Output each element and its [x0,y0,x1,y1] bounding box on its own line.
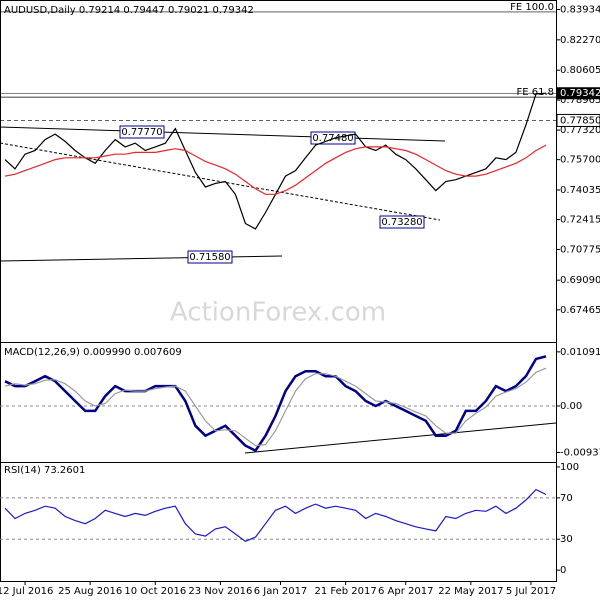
y-tick-label: 0.75700 [560,155,600,166]
annotation: 0.77770 [121,127,162,138]
y-tick-label: 0.78965 [560,95,600,106]
level-label: FE 100.0 [510,2,554,13]
level-label: FE 61.8 [516,87,554,98]
annotation-box [379,215,425,229]
y-tick-label: 0.80605 [560,65,600,76]
chart-title: AUDUSD,Daily 0.79214 0.79447 0.79021 0.7… [4,5,254,16]
x-tick-label: 5 Jul 2017 [506,586,556,597]
annotation: 0.73280 [381,217,422,228]
x-tick-label: 22 May 2017 [438,586,503,597]
x-tick-label: 6 Apr 2017 [378,586,433,597]
frame [0,0,557,582]
series-line [4,488,547,542]
price-label: 0.79342 [560,88,600,99]
y-tick-label: 30 [560,534,573,545]
annotation-box [119,125,165,139]
y-tick-label: 0.69090 [560,275,600,286]
annotation: 0.71580 [189,252,230,263]
series-line [4,144,547,195]
price-label: 0.77850 [560,115,600,126]
annotation-box [187,250,233,264]
trend-line [244,422,557,454]
watermark: ActionForex.com [170,298,386,328]
x-tick-label: 25 Aug 2016 [58,586,122,597]
y-tick-label: 0.77320 [560,125,600,136]
x-tick-label: 23 Nov 2016 [188,586,252,597]
trend-line [0,255,283,262]
x-tick-label: 6 Jan 2017 [254,586,308,597]
y-tick-label: 0.70775 [560,244,600,255]
y-tick-label: 0.82270 [560,35,600,46]
y-tick-label: 0.67465 [560,305,600,316]
trend-line [0,126,446,142]
y-tick-label: -0.009376 [560,447,600,458]
trend-line [0,142,441,221]
series-line [4,355,547,453]
y-tick-label: 0.72415 [560,215,600,226]
y-tick-label: 0.83934 [560,4,600,15]
annotation-box [310,131,356,145]
y-tick-label: 0 [560,565,566,576]
y-tick-label: 100 [560,462,579,473]
y-tick-label: 70 [560,493,573,504]
y-tick-label: 0.00 [560,401,582,412]
y-tick-label: 0.74035 [560,185,600,196]
x-tick-label: 10 Oct 2016 [124,586,186,597]
y-tick-label: 0.010912 [560,347,600,358]
panel-title: MACD(12,26,9) 0.009990 0.007609 [4,347,182,358]
price-box [556,113,600,127]
panel-title: RSI(14) 73.2601 [4,465,85,476]
price-box [557,87,600,100]
x-tick-label: 21 Feb 2017 [314,586,376,597]
x-tick-label: 12 Jul 2016 [0,586,53,597]
series-line [4,367,547,447]
